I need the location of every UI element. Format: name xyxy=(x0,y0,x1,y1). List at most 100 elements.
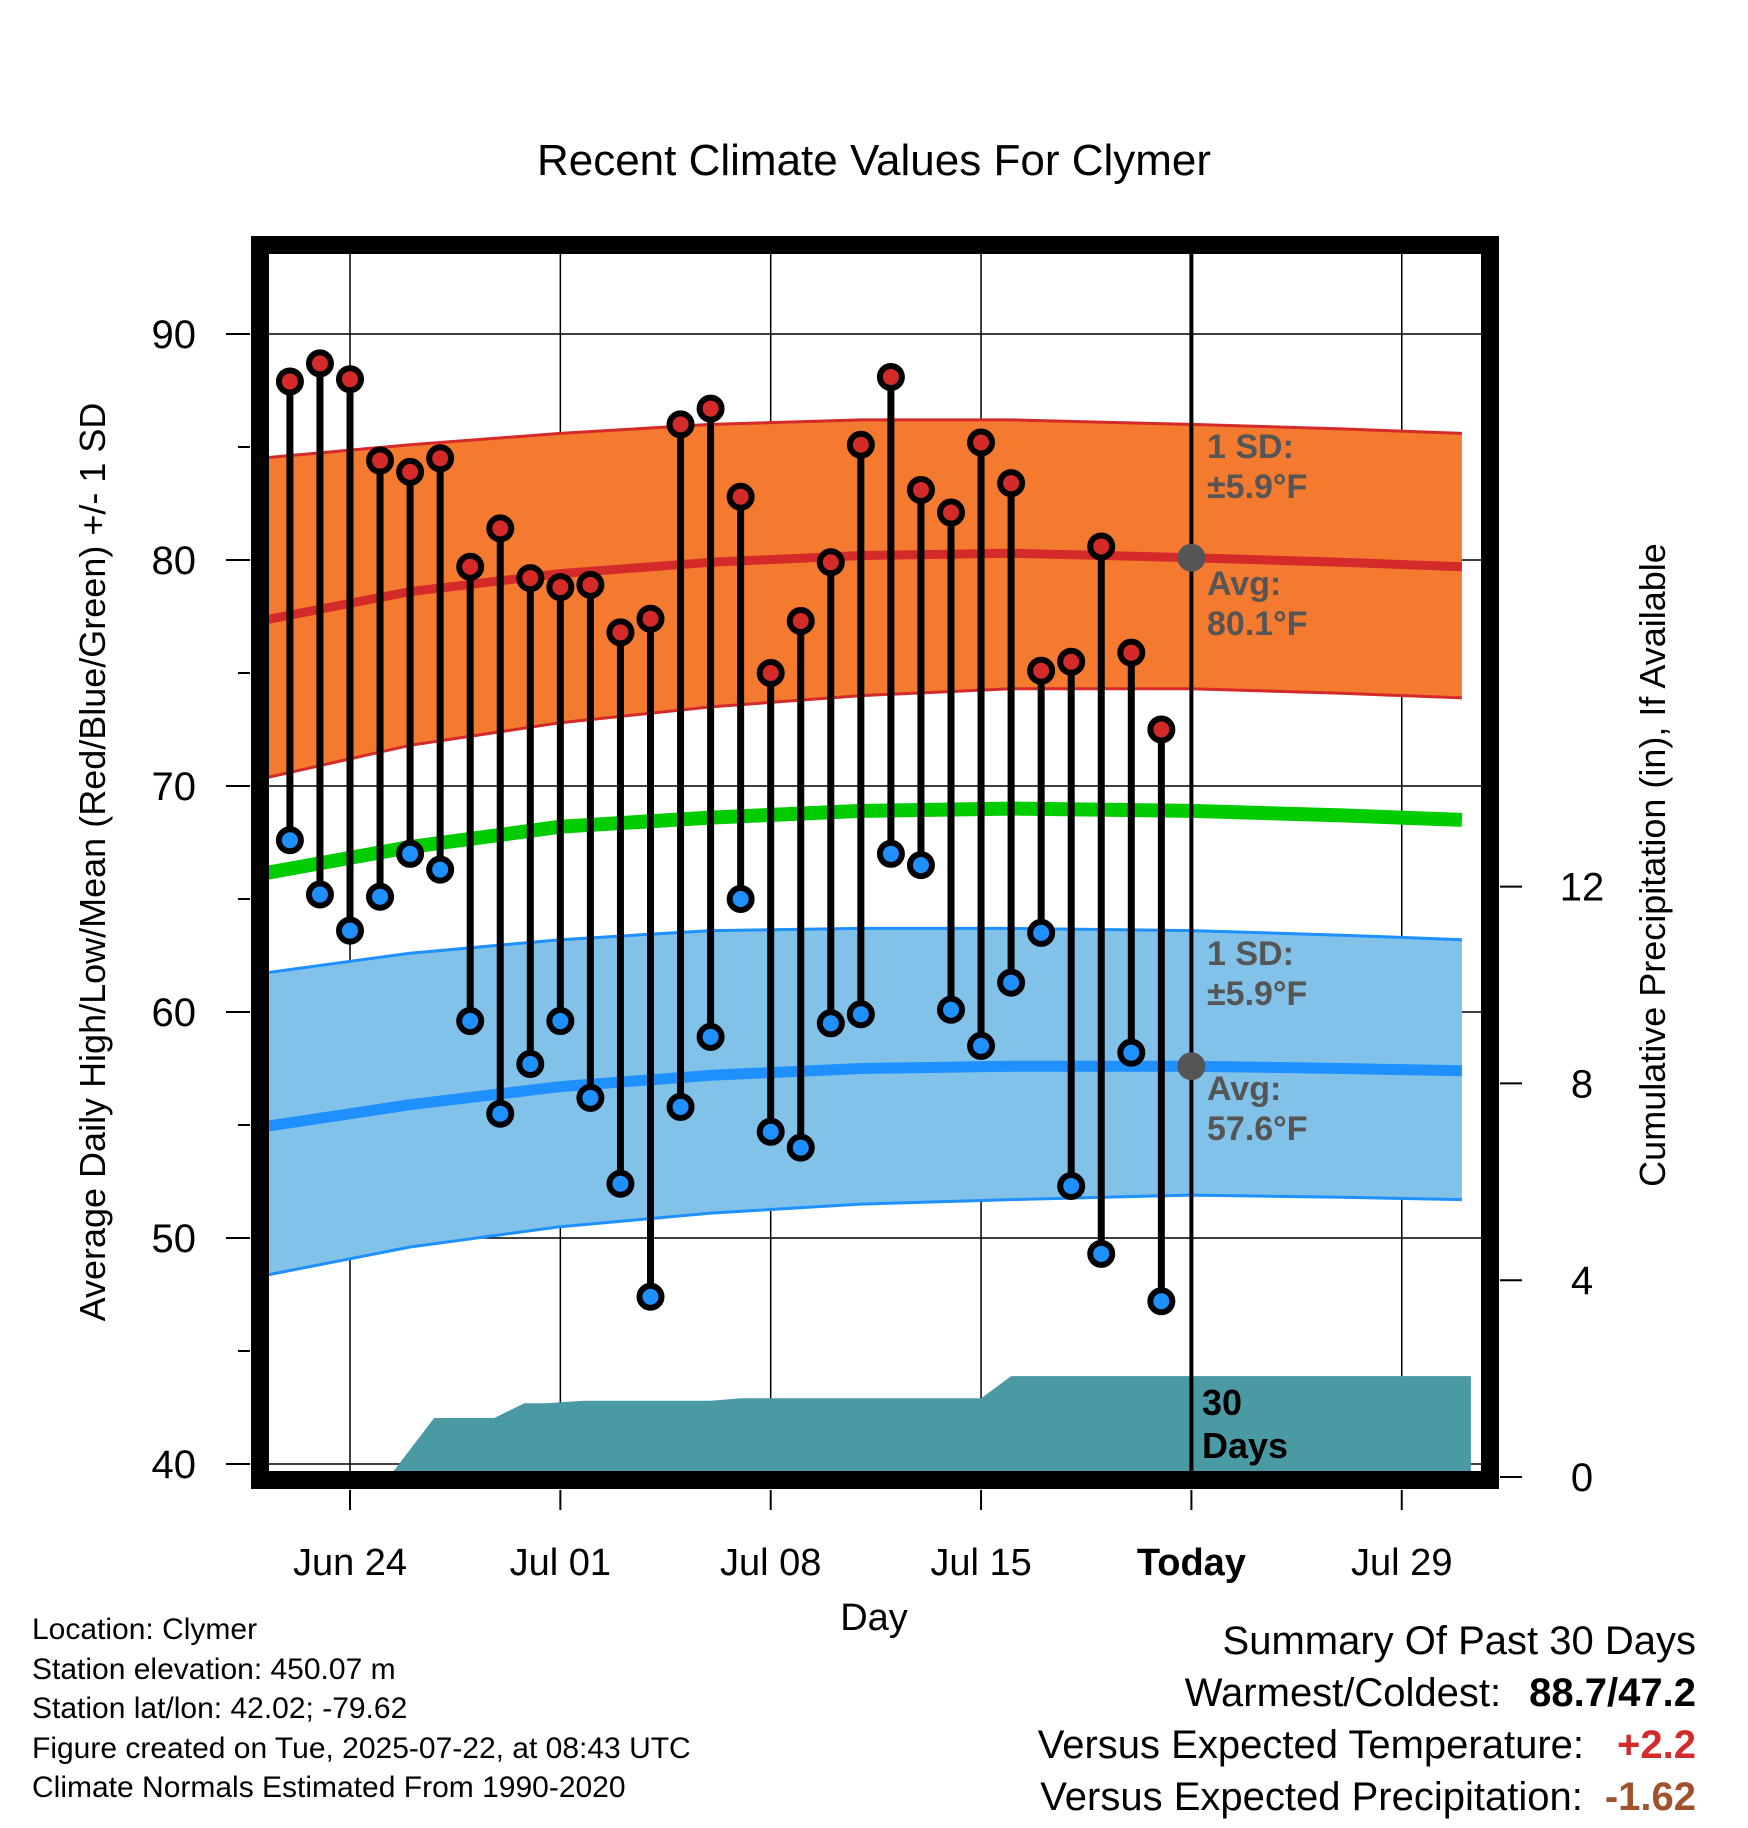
obs-high-point xyxy=(606,618,635,647)
y2-tick-label: 12 xyxy=(1560,866,1605,910)
y-tick-label: 70 xyxy=(152,765,197,809)
obs-high-point xyxy=(336,365,364,394)
obs-high-point xyxy=(546,573,575,602)
obs-high-point xyxy=(786,607,815,636)
summary-warm-cold: Warmest/Coldest: 88.7/47.2 xyxy=(1038,1667,1696,1719)
obs-low-point xyxy=(906,851,935,880)
obs-low-point xyxy=(846,1000,875,1029)
obs-low-point xyxy=(305,880,334,909)
obs-low-point xyxy=(456,1007,485,1036)
high-avg-marker xyxy=(1177,543,1206,572)
x-tick-label: Today xyxy=(1137,1542,1246,1584)
obs-high-point xyxy=(1057,647,1086,676)
y-axis-label: Average Daily High/Low/Mean (Red/Blue/Gr… xyxy=(72,403,113,1322)
warm-cold-separator: / xyxy=(1607,1671,1619,1715)
low-sd-label: 1 SD: xyxy=(1207,935,1294,973)
obs-high-point xyxy=(726,482,755,511)
obs-low-point xyxy=(937,995,965,1024)
high-avg-label: Avg: xyxy=(1207,565,1281,603)
obs-low-point xyxy=(816,1009,845,1038)
obs-high-point xyxy=(275,367,304,396)
obs-high-point xyxy=(696,394,725,423)
obs-high-point xyxy=(967,428,996,457)
obs-high-point xyxy=(937,498,965,527)
normals-text: Climate Normals Estimated From 1990-2020 xyxy=(32,1771,626,1804)
obs-high-point xyxy=(1087,532,1116,561)
latlon-text: Station lat/lon: 42.02; -79.62 xyxy=(32,1692,408,1725)
obs-high-point xyxy=(846,430,875,459)
obs-high-point xyxy=(876,362,905,391)
obs-low-point xyxy=(606,1169,635,1198)
summary-title: Summary Of Past 30 Days xyxy=(1222,1619,1696,1663)
y2-tick-label: 8 xyxy=(1571,1062,1593,1106)
precip-value: -1.62 xyxy=(1604,1775,1696,1819)
y-tick-label: 60 xyxy=(152,991,197,1035)
low-lower-line xyxy=(260,1193,1462,1278)
obs-high-point xyxy=(906,475,935,504)
low-avg-label: Avg: xyxy=(1207,1070,1281,1108)
obs-low-point xyxy=(1027,918,1056,947)
precipitation-area xyxy=(260,1376,1471,1477)
elevation-text: Station elevation: 450.07 m xyxy=(32,1652,396,1686)
obs-high-point xyxy=(456,552,485,581)
x-tick-label: Jun 24 xyxy=(293,1542,407,1584)
obs-high-point xyxy=(576,570,605,599)
low-sd-value: ±5.9°F xyxy=(1207,975,1307,1013)
summary-precip: Versus Expected Precipitation: -1.62 xyxy=(1038,1771,1696,1823)
obs-low-point xyxy=(726,885,755,913)
obs-high-point xyxy=(1117,638,1146,667)
obs-low-point xyxy=(876,839,905,868)
precip-area xyxy=(260,1376,1471,1477)
obs-low-point xyxy=(1117,1038,1146,1067)
obs-low-point xyxy=(396,839,425,868)
obs-low-point xyxy=(696,1022,725,1051)
warmest-value: 88.7 xyxy=(1529,1671,1608,1715)
obs-low-point xyxy=(516,1049,545,1078)
plot-frame xyxy=(251,236,1499,1489)
window-days-label: Days xyxy=(1202,1425,1288,1466)
obs-high-point xyxy=(997,469,1026,498)
obs-low-point xyxy=(636,1282,665,1311)
x-tick-label: Jul 01 xyxy=(510,1542,611,1584)
precip-label: Versus Expected Precipitation: xyxy=(1040,1775,1583,1819)
obs-low-point xyxy=(666,1092,695,1121)
obs-low-point xyxy=(786,1133,815,1162)
obs-low-point xyxy=(1147,1287,1176,1316)
low-avg-value: 57.6°F xyxy=(1207,1110,1308,1148)
chart-title: Recent Climate Values For Clymer xyxy=(537,136,1211,185)
x-tick-label: Jul 29 xyxy=(1351,1542,1452,1584)
obs-low-point xyxy=(576,1083,605,1112)
obs-low-point xyxy=(546,1007,575,1036)
y2-axis-label: Cumulative Precipitation (in), If Availa… xyxy=(1632,543,1673,1187)
obs-high-point xyxy=(396,457,425,486)
obs-high-point xyxy=(756,659,785,687)
obs-low-point xyxy=(1057,1172,1086,1201)
low-normal-line xyxy=(260,1060,1463,1133)
obs-low-point xyxy=(336,916,364,945)
high-sd-label: 1 SD: xyxy=(1207,428,1294,466)
y-tick-label: 80 xyxy=(152,539,197,583)
temp-label: Versus Expected Temperature: xyxy=(1037,1723,1584,1767)
high-sd-value: ±5.9°F xyxy=(1207,468,1307,506)
station-info: Location: Clymer Station elevation: 450.… xyxy=(32,1610,691,1808)
x-tick-label: Jul 08 xyxy=(720,1542,821,1584)
obs-low-point xyxy=(967,1031,996,1060)
x-tick-label: Jul 15 xyxy=(930,1542,1031,1584)
obs-high-point xyxy=(1147,715,1176,744)
obs-low-point xyxy=(275,826,304,855)
window-days-number: 30 xyxy=(1202,1382,1242,1423)
temp-value: +2.2 xyxy=(1617,1723,1696,1767)
location-text: Location: Clymer xyxy=(32,1613,258,1646)
obs-low-point xyxy=(756,1117,785,1146)
obs-high-point xyxy=(426,444,455,473)
obs-high-point xyxy=(636,604,665,633)
summary-temp: Versus Expected Temperature: +2.2 xyxy=(1038,1719,1696,1771)
obs-low-point xyxy=(1087,1239,1116,1268)
axes: 40 50 60 70 80 90 0 4 8 12 Jun 24 Jul 01 Jul 08 Jul 1… xyxy=(152,313,1605,1584)
high-upper-line xyxy=(260,418,1462,460)
obs-low-point xyxy=(366,882,395,911)
obs-high-point xyxy=(516,564,545,593)
obs-high-point xyxy=(816,548,845,577)
